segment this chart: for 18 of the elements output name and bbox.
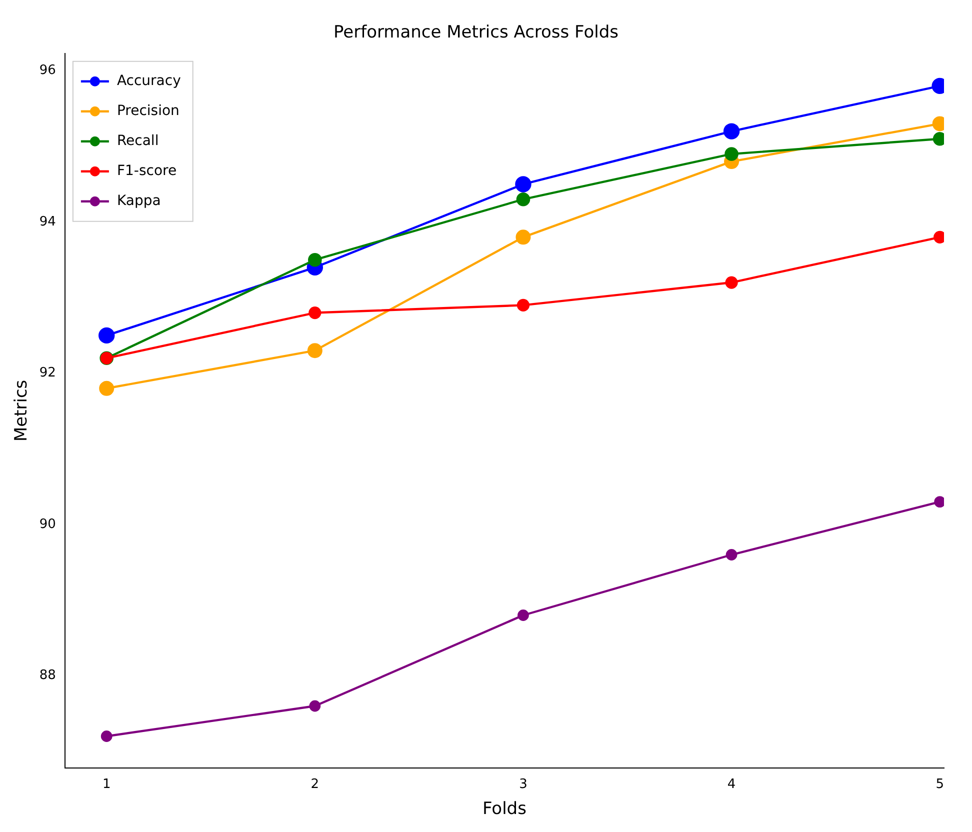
legend-label: Accuracy xyxy=(116,73,181,90)
x-axis-title: Folds xyxy=(482,799,527,820)
legend-label: Kappa xyxy=(116,193,161,210)
y-tick-label: 94 xyxy=(39,214,56,230)
chart-title: Performance Metrics Across Folds xyxy=(334,22,619,43)
x-tick-label: 4 xyxy=(727,777,736,792)
x-tick-label: 2 xyxy=(310,777,320,792)
x-tick-label: 5 xyxy=(936,777,944,792)
y-tick-label: 92 xyxy=(39,366,56,381)
legend-label: Precision xyxy=(116,103,180,120)
y-tick-label: 96 xyxy=(39,63,56,78)
y-tick-label: 90 xyxy=(39,516,56,532)
y-tick-label: 88 xyxy=(39,668,56,684)
legend-label: Recall xyxy=(116,133,159,150)
legend-label: F1-score xyxy=(116,163,177,180)
y-axis-title: Metrics xyxy=(12,380,32,442)
x-tick-label: 1 xyxy=(102,777,111,792)
x-tick-label: 3 xyxy=(519,777,528,792)
